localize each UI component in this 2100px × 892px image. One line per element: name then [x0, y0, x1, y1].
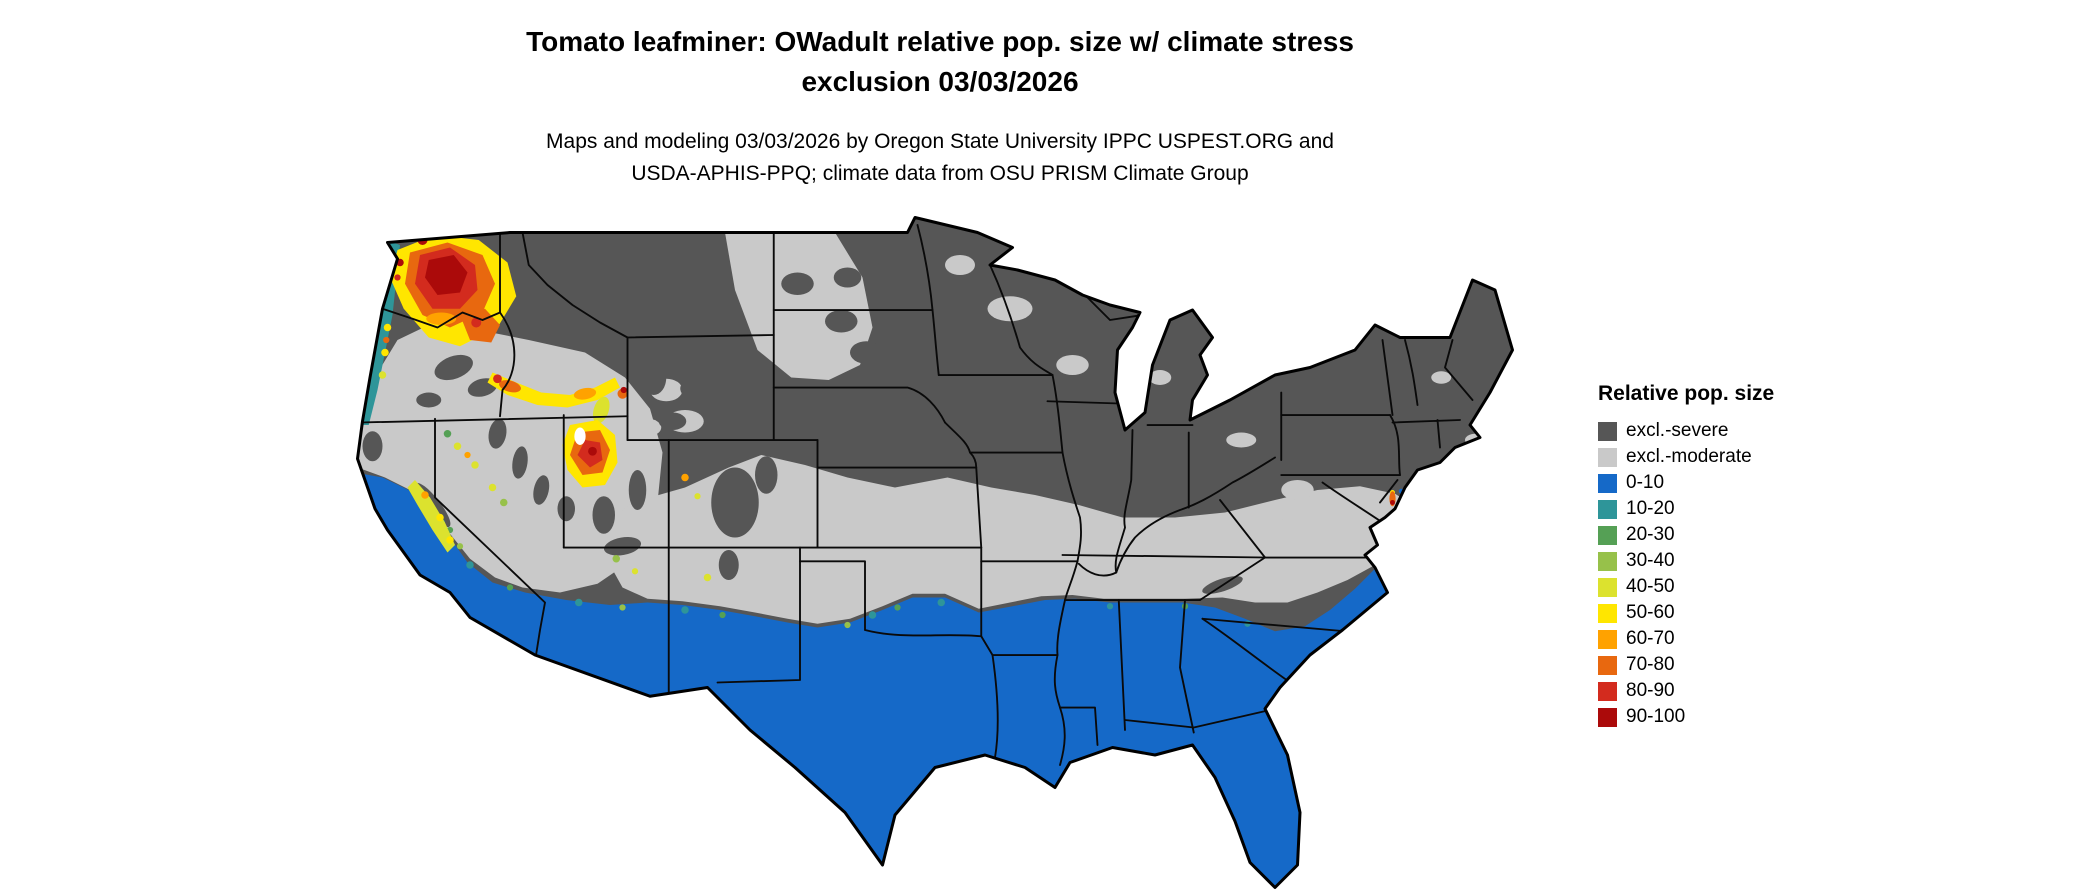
legend-item-label: 10-20 [1626, 498, 1675, 519]
legend-item: 20-30 [1598, 522, 1898, 548]
legend-swatch [1598, 551, 1617, 571]
legend-item: excl.-severe [1598, 418, 1898, 444]
hotspot-sierra-greatbasin [407, 430, 508, 553]
legend-swatch [1598, 707, 1617, 727]
legend-swatch [1598, 499, 1617, 519]
legend-item-label: 20-30 [1626, 524, 1675, 545]
great-salt-lake [574, 427, 586, 445]
state-boundaries [359, 224, 1474, 766]
legend-item: 40-50 [1598, 574, 1898, 600]
legend-swatch [1598, 603, 1617, 623]
legend-item-label: 50-60 [1626, 602, 1675, 623]
subtitle-line-2: USDA-APHIS-PPQ; climate data from OSU PR… [631, 162, 1249, 185]
legend-swatch [1598, 655, 1617, 675]
region-excl-moderate-montana [725, 232, 873, 380]
title-line-1: Tomato leafminer: OWadult relative pop. … [526, 26, 1354, 57]
region-excl-moderate-band [610, 455, 1413, 624]
legend-item: 10-20 [1598, 496, 1898, 522]
hotspot-wasatch-utah [562, 396, 618, 488]
hotspot-snake-river-plain [487, 372, 628, 408]
us-map [310, 190, 1560, 890]
legend-item: 70-80 [1598, 652, 1898, 678]
legend-swatch [1598, 447, 1617, 467]
legend-item: 0-10 [1598, 470, 1898, 496]
hotspot-southwest-dots [612, 473, 712, 582]
dark-terrain-patches [362, 267, 1243, 594]
hotspot-mid-atlantic [1389, 490, 1396, 507]
legend-item-label: 40-50 [1626, 576, 1675, 597]
legend-swatch [1598, 629, 1617, 649]
map-subtitle: Maps and modeling 03/03/2026 by Oregon S… [310, 126, 1570, 190]
map-title: Tomato leafminer: OWadult relative pop. … [310, 22, 1570, 102]
legend-item-label: 80-90 [1626, 680, 1675, 701]
legend-item: 80-90 [1598, 678, 1898, 704]
map-regions [357, 217, 1513, 888]
title-line-2: exclusion 03/03/2026 [801, 66, 1079, 97]
legend-swatch [1598, 577, 1617, 597]
legend-item-label: 0-10 [1626, 472, 1665, 493]
legend-item-label: 90-100 [1626, 706, 1686, 727]
legend-item: 90-100 [1598, 704, 1898, 730]
legend-swatch [1598, 473, 1617, 493]
legend-item-label: 60-70 [1626, 628, 1675, 649]
legend-swatch [1598, 681, 1617, 701]
us-outline [356, 216, 1514, 889]
legend-item: 60-70 [1598, 626, 1898, 652]
us-map-svg [356, 216, 1514, 889]
legend-item: 50-60 [1598, 600, 1898, 626]
legend-title: Relative pop. size [1598, 382, 1775, 405]
legend-swatch [1598, 421, 1617, 441]
legend-item: excl.-moderate [1598, 444, 1898, 470]
legend-item-label: excl.-severe [1626, 420, 1729, 441]
legend: Relative pop. size excl.-severe excl.-mod… [1598, 382, 1898, 730]
legend-items: excl.-severe excl.-moderate 0-10 10-20 20-30… [1598, 418, 1898, 730]
subtitle-line-1: Maps and modeling 03/03/2026 by Oregon S… [546, 130, 1334, 153]
hotspot-willamette [378, 323, 392, 379]
legend-item-label: excl.-moderate [1626, 446, 1752, 467]
legend-item-label: 70-80 [1626, 654, 1675, 675]
legend-item: 30-40 [1598, 548, 1898, 574]
legend-item-label: 30-40 [1626, 550, 1675, 571]
legend-swatch [1598, 525, 1617, 545]
